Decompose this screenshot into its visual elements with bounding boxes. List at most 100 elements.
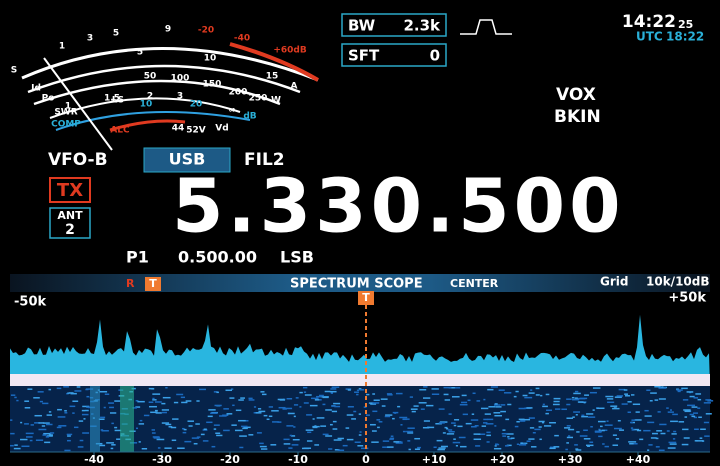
waterfall-speck (365, 414, 370, 416)
bw-value: 2.3k (403, 17, 441, 35)
waterfall-speck (594, 431, 602, 433)
waterfall-speck (363, 406, 367, 408)
waterfall-speck (268, 406, 274, 408)
waterfall-speck (216, 391, 219, 394)
meter-label: 1.5 (104, 94, 120, 104)
waterfall-speck (682, 428, 689, 431)
waterfall-speck (359, 431, 362, 433)
waterfall-speck (658, 398, 666, 400)
waterfall-speck (677, 390, 681, 393)
waterfall-speck (241, 425, 248, 428)
swr-arc (49, 97, 241, 119)
waterfall-speck (529, 427, 535, 429)
waterfall-speck (188, 425, 193, 427)
waterfall-speck (616, 395, 623, 397)
waterfall-speck (647, 421, 655, 424)
s-over-arc (229, 42, 320, 82)
waterfall-speck (70, 392, 77, 395)
waterfall-speck (484, 413, 491, 415)
waterfall-speck (470, 419, 479, 421)
waterfall-speck (62, 425, 67, 427)
waterfall-speck (504, 445, 509, 447)
waterfall-speck (48, 388, 52, 391)
waterfall-speck (666, 430, 670, 432)
waterfall-speck (486, 434, 491, 437)
waterfall-speck (260, 391, 265, 393)
waterfall-speck (520, 442, 528, 445)
waterfall-speck (577, 401, 584, 403)
waterfall-speck (524, 396, 533, 399)
waterfall-speck (494, 445, 497, 447)
waterfall-speck (454, 387, 461, 389)
waterfall-speck (14, 444, 18, 446)
waterfall-speck (377, 426, 380, 429)
waterfall-speck (658, 387, 666, 389)
waterfall-speck (151, 429, 156, 431)
waterfall-speck (226, 413, 233, 415)
meter-label: ALC (110, 126, 130, 136)
clock-seconds: 25 (678, 18, 693, 31)
meter-label: LS (112, 96, 124, 106)
waterfall-speck (667, 411, 674, 413)
waterfall-speck (647, 449, 650, 451)
waterfall-speck (390, 435, 394, 438)
waterfall-speck (307, 431, 312, 434)
waterfall-speck (82, 405, 90, 408)
waterfall-speck (667, 447, 676, 449)
waterfall-speck (594, 430, 602, 433)
waterfall-speck (358, 388, 362, 390)
waterfall-speck (386, 393, 393, 395)
waterfall-speck (235, 409, 242, 412)
grid-value: 10k/10dB (646, 275, 710, 289)
clock: 14:22 (622, 12, 676, 32)
waterfall-speck (56, 387, 62, 390)
waterfall-speck (312, 418, 315, 420)
waterfall-speck (182, 427, 185, 430)
waterfall-speck (566, 442, 569, 444)
vox: VOX (556, 85, 596, 105)
waterfall-speck (472, 392, 476, 395)
waterfall-speck (668, 441, 677, 444)
waterfall-speck (165, 423, 172, 426)
po-arc (33, 79, 281, 106)
waterfall-speck (486, 431, 491, 434)
axis-label: +40 (626, 453, 651, 466)
waterfall-speck (566, 403, 571, 406)
waterfall-speck (243, 426, 251, 429)
waterfall-speck (493, 404, 501, 406)
waterfall-speck (683, 409, 691, 411)
spectrum-area (10, 314, 714, 452)
waterfall-speck (524, 418, 531, 421)
tx-box (49, 177, 91, 203)
waterfall-speck (43, 422, 50, 424)
waterfall-speck (332, 428, 338, 430)
waterfall-speck (589, 391, 597, 394)
axis-label: +20 (490, 453, 515, 466)
waterfall-speck (630, 421, 633, 424)
waterfall-speck (428, 426, 435, 429)
utc-label: UTC (636, 30, 663, 44)
waterfall-speck (25, 432, 34, 435)
waterfall-speck (689, 413, 694, 416)
waterfall-speck (67, 435, 71, 437)
meter-label: ∞ (228, 106, 236, 116)
waterfall-speck (478, 433, 486, 435)
waterfall-speck (303, 402, 309, 404)
axis-label: -30 (152, 453, 172, 466)
waterfall-speck (535, 394, 540, 396)
waterfall-speck (183, 428, 187, 431)
waterfall-speck (417, 446, 421, 449)
waterfall-speck (268, 415, 273, 418)
waterfall-speck (271, 410, 279, 412)
meter-label: 5 (137, 48, 143, 58)
waterfall-speck (542, 405, 548, 408)
waterfall-speck (546, 409, 553, 412)
waterfall-speck (604, 445, 609, 448)
waterfall-speck (225, 389, 233, 392)
waterfall-speck (481, 425, 487, 427)
waterfall-speck (58, 425, 66, 427)
waterfall-speck (150, 411, 158, 414)
waterfall-speck (502, 435, 507, 437)
waterfall-speck (141, 447, 148, 450)
waterfall-speck (634, 419, 642, 421)
